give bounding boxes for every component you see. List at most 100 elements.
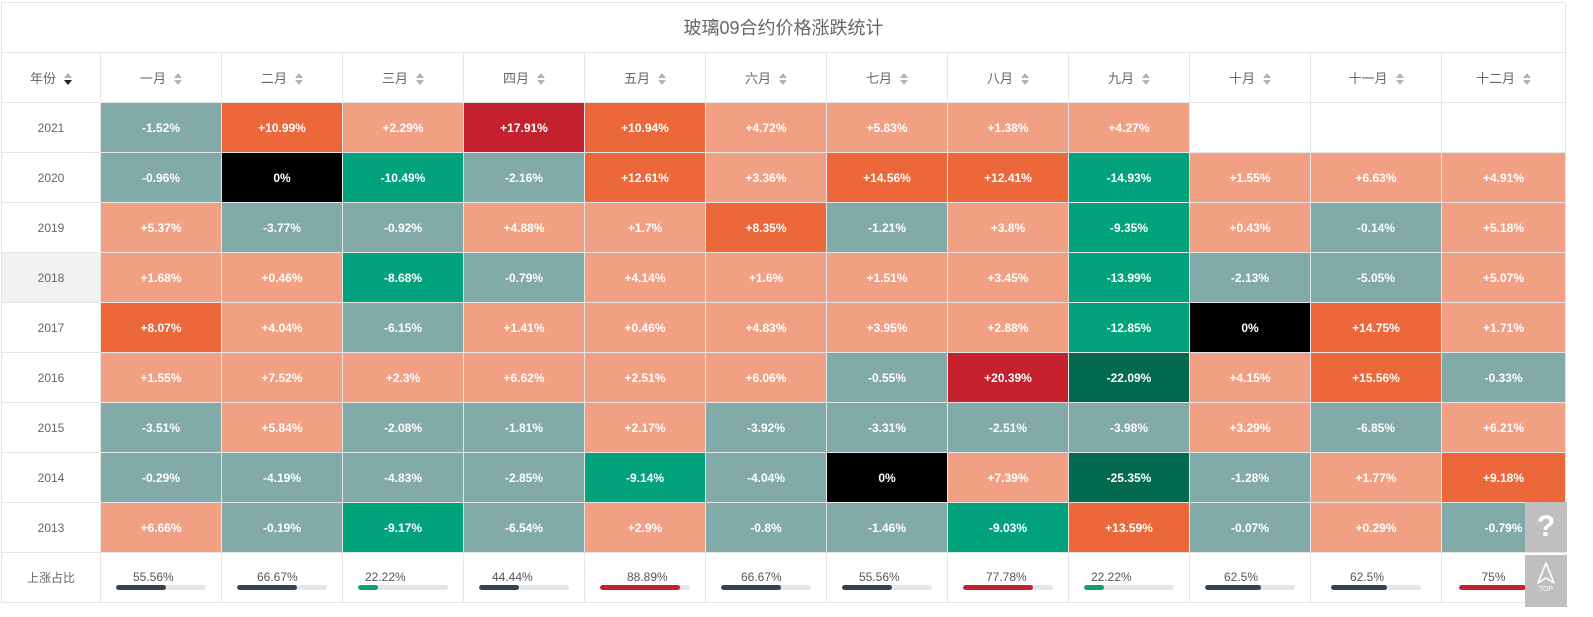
change-cell: +1.7%	[584, 202, 706, 253]
ratio-value: 62.5%	[1350, 569, 1385, 584]
change-cell: +2.29%	[342, 102, 464, 153]
change-cell: -1.21%	[826, 202, 948, 253]
change-cell: +6.62%	[463, 352, 585, 403]
change-cell: +6.63%	[1310, 152, 1442, 203]
column-header-month[interactable]: 五月	[584, 52, 706, 103]
change-cell: +13.59%	[1068, 502, 1190, 553]
stats-panel: 玻璃09合约价格涨跌统计 年份 一月 二月 三月 四月 五月 六月 七月 八月 九月 十月 十一月 十二…	[1, 2, 1566, 603]
sort-icon[interactable]	[1142, 72, 1150, 85]
column-header-month[interactable]: 八月	[947, 52, 1069, 103]
sort-icon[interactable]	[64, 72, 72, 85]
rise-ratio-cell: 44.44%	[463, 552, 585, 603]
change-cell: +5.84%	[221, 402, 343, 453]
column-header-label: 二月	[260, 71, 287, 86]
sort-icon[interactable]	[1263, 72, 1271, 85]
change-cell: +12.61%	[584, 152, 706, 203]
change-cell: +0.46%	[221, 252, 343, 303]
help-button[interactable]: ?	[1525, 502, 1567, 552]
sort-icon[interactable]	[658, 72, 666, 85]
sort-icon[interactable]	[1021, 72, 1029, 85]
year-cell: 2019	[1, 202, 101, 253]
column-header-month[interactable]: 四月	[463, 52, 585, 103]
sort-desc-icon	[537, 79, 545, 85]
change-cell: 0%	[221, 152, 343, 203]
column-header-label: 十月	[1228, 71, 1255, 86]
column-header-month[interactable]: 十二月	[1441, 52, 1566, 103]
column-header-month[interactable]: 六月	[705, 52, 827, 103]
column-header-month[interactable]: 九月	[1068, 52, 1190, 103]
table-row: 2013 +6.66% -0.19% -9.17% -6.54% +2.9% -0.8% -1…	[1, 502, 1566, 553]
sort-icon[interactable]	[900, 72, 908, 85]
ratio-progress: 66.67%	[237, 570, 327, 590]
change-cell: +0.29%	[1310, 502, 1442, 553]
change-cell: +3.45%	[947, 252, 1069, 303]
table-row: 2019 +5.37% -3.77% -0.92% +4.88% +1.7% +8.35% -…	[1, 202, 1566, 253]
ratio-progress: 55.56%	[842, 570, 932, 590]
ratio-bar-track	[237, 584, 327, 590]
change-cell	[1189, 102, 1311, 153]
sort-asc-icon	[174, 72, 182, 78]
change-cell: -3.92%	[705, 402, 827, 453]
change-cell: +8.07%	[100, 302, 222, 353]
rise-ratio-label: 上涨占比	[1, 552, 101, 603]
sort-icon[interactable]	[1523, 72, 1531, 85]
change-cell: +4.72%	[705, 102, 827, 153]
ratio-progress: 22.22%	[1084, 570, 1174, 590]
sort-icon[interactable]	[416, 72, 424, 85]
column-header-year[interactable]: 年份	[1, 52, 101, 103]
column-header-month[interactable]: 十一月	[1310, 52, 1442, 103]
column-header-month[interactable]: 十月	[1189, 52, 1311, 103]
column-header-month[interactable]: 三月	[342, 52, 464, 103]
change-cell: +2.9%	[584, 502, 706, 553]
change-cell: -0.8%	[705, 502, 827, 553]
change-cell: +1.77%	[1310, 452, 1442, 503]
ratio-bar-fill	[1331, 584, 1388, 590]
column-header-label: 十二月	[1475, 71, 1515, 86]
ratio-progress: 62.5%	[1205, 570, 1295, 590]
change-cell: -2.51%	[947, 402, 1069, 453]
question-icon: ?	[1536, 510, 1556, 543]
change-cell: -2.13%	[1189, 252, 1311, 303]
change-cell: +20.39%	[947, 352, 1069, 403]
sort-icon[interactable]	[779, 72, 787, 85]
rise-ratio-cell: 66.67%	[705, 552, 827, 603]
year-cell: 2014	[1, 452, 101, 503]
sort-icon[interactable]	[1395, 72, 1404, 85]
column-header-label: 八月	[986, 71, 1013, 86]
sort-asc-icon	[658, 72, 666, 78]
change-cell: 0%	[826, 452, 948, 503]
change-cell: +0.43%	[1189, 202, 1311, 253]
sort-asc-icon	[416, 72, 424, 78]
sort-icon[interactable]	[295, 72, 303, 85]
column-header-month[interactable]: 二月	[221, 52, 343, 103]
ratio-value: 66.67%	[257, 569, 298, 584]
rise-ratio-cell: 66.67%	[221, 552, 343, 603]
change-cell: -0.33%	[1441, 352, 1566, 403]
column-header-label: 九月	[1107, 71, 1134, 86]
change-cell: +2.3%	[342, 352, 464, 403]
column-header-label: 六月	[744, 71, 771, 86]
change-cell: +4.14%	[584, 252, 706, 303]
sort-icon[interactable]	[537, 72, 545, 85]
ratio-bar-track	[358, 584, 448, 590]
back-to-top-button[interactable]: TOP	[1525, 555, 1567, 607]
change-cell: +1.51%	[826, 252, 948, 303]
change-cell: +1.38%	[947, 102, 1069, 153]
year-cell: 2018	[1, 252, 101, 303]
change-cell: -6.85%	[1310, 402, 1442, 453]
change-cell: -25.35%	[1068, 452, 1190, 503]
top-label: TOP	[1538, 586, 1554, 593]
sort-icon[interactable]	[174, 72, 182, 85]
change-cell: -0.14%	[1310, 202, 1442, 253]
column-header-month[interactable]: 七月	[826, 52, 948, 103]
sort-asc-icon	[64, 72, 72, 78]
ratio-bar-track	[1458, 584, 1549, 590]
column-header-month[interactable]: 一月	[100, 52, 222, 103]
sort-asc-icon	[537, 72, 545, 78]
ratio-bar-track	[116, 584, 206, 590]
ratio-progress: 66.67%	[721, 570, 811, 590]
change-cell: -22.09%	[1068, 352, 1190, 403]
sort-asc-icon	[1021, 72, 1029, 78]
ratio-bar-track	[721, 584, 811, 590]
change-cell: -13.99%	[1068, 252, 1190, 303]
